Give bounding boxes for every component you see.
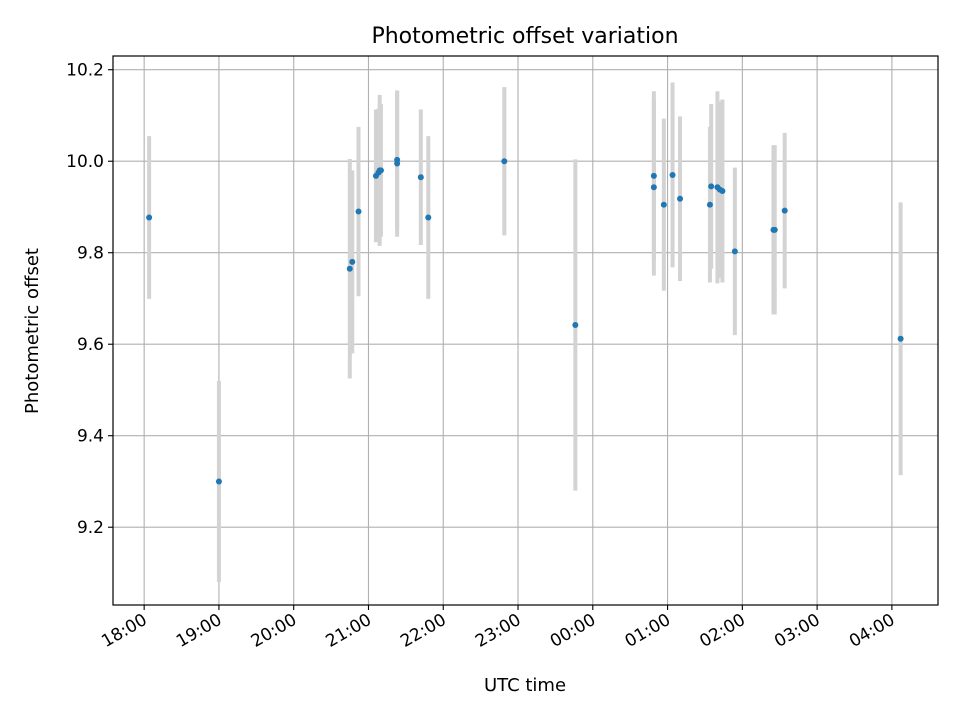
chart-title: Photometric offset variation bbox=[371, 24, 678, 49]
y-tick-label: 9.8 bbox=[77, 244, 104, 264]
data-point bbox=[708, 183, 715, 190]
data-point bbox=[425, 214, 432, 221]
data-point bbox=[897, 335, 904, 342]
data-point bbox=[146, 214, 153, 221]
y-tick-label: 9.6 bbox=[77, 335, 104, 355]
y-tick-label: 10.0 bbox=[66, 152, 104, 172]
data-point bbox=[377, 167, 384, 174]
plot-area-frame bbox=[112, 55, 939, 606]
data-point bbox=[781, 207, 788, 214]
x-axis-label: UTC time bbox=[484, 675, 566, 696]
data-point bbox=[650, 184, 657, 191]
data-point bbox=[346, 265, 353, 272]
data-point bbox=[706, 201, 713, 208]
data-point bbox=[215, 478, 222, 485]
data-point bbox=[669, 171, 676, 178]
data-point bbox=[650, 172, 657, 179]
data-point bbox=[355, 208, 362, 215]
data-point bbox=[677, 195, 684, 202]
data-point bbox=[501, 158, 508, 165]
data-point bbox=[572, 322, 579, 329]
y-tick-label: 9.4 bbox=[77, 427, 104, 447]
data-point bbox=[731, 248, 738, 255]
grid bbox=[113, 56, 938, 605]
data-points bbox=[146, 156, 904, 485]
data-point bbox=[417, 174, 424, 181]
data-point bbox=[660, 201, 667, 208]
data-point bbox=[394, 156, 401, 163]
y-tick-label: 9.2 bbox=[77, 518, 104, 538]
data-point bbox=[349, 258, 356, 265]
data-point bbox=[719, 187, 726, 194]
y-axis-label: Photometric offset bbox=[22, 248, 43, 414]
y-tick-label: 10.2 bbox=[66, 61, 104, 81]
data-point bbox=[771, 226, 778, 233]
